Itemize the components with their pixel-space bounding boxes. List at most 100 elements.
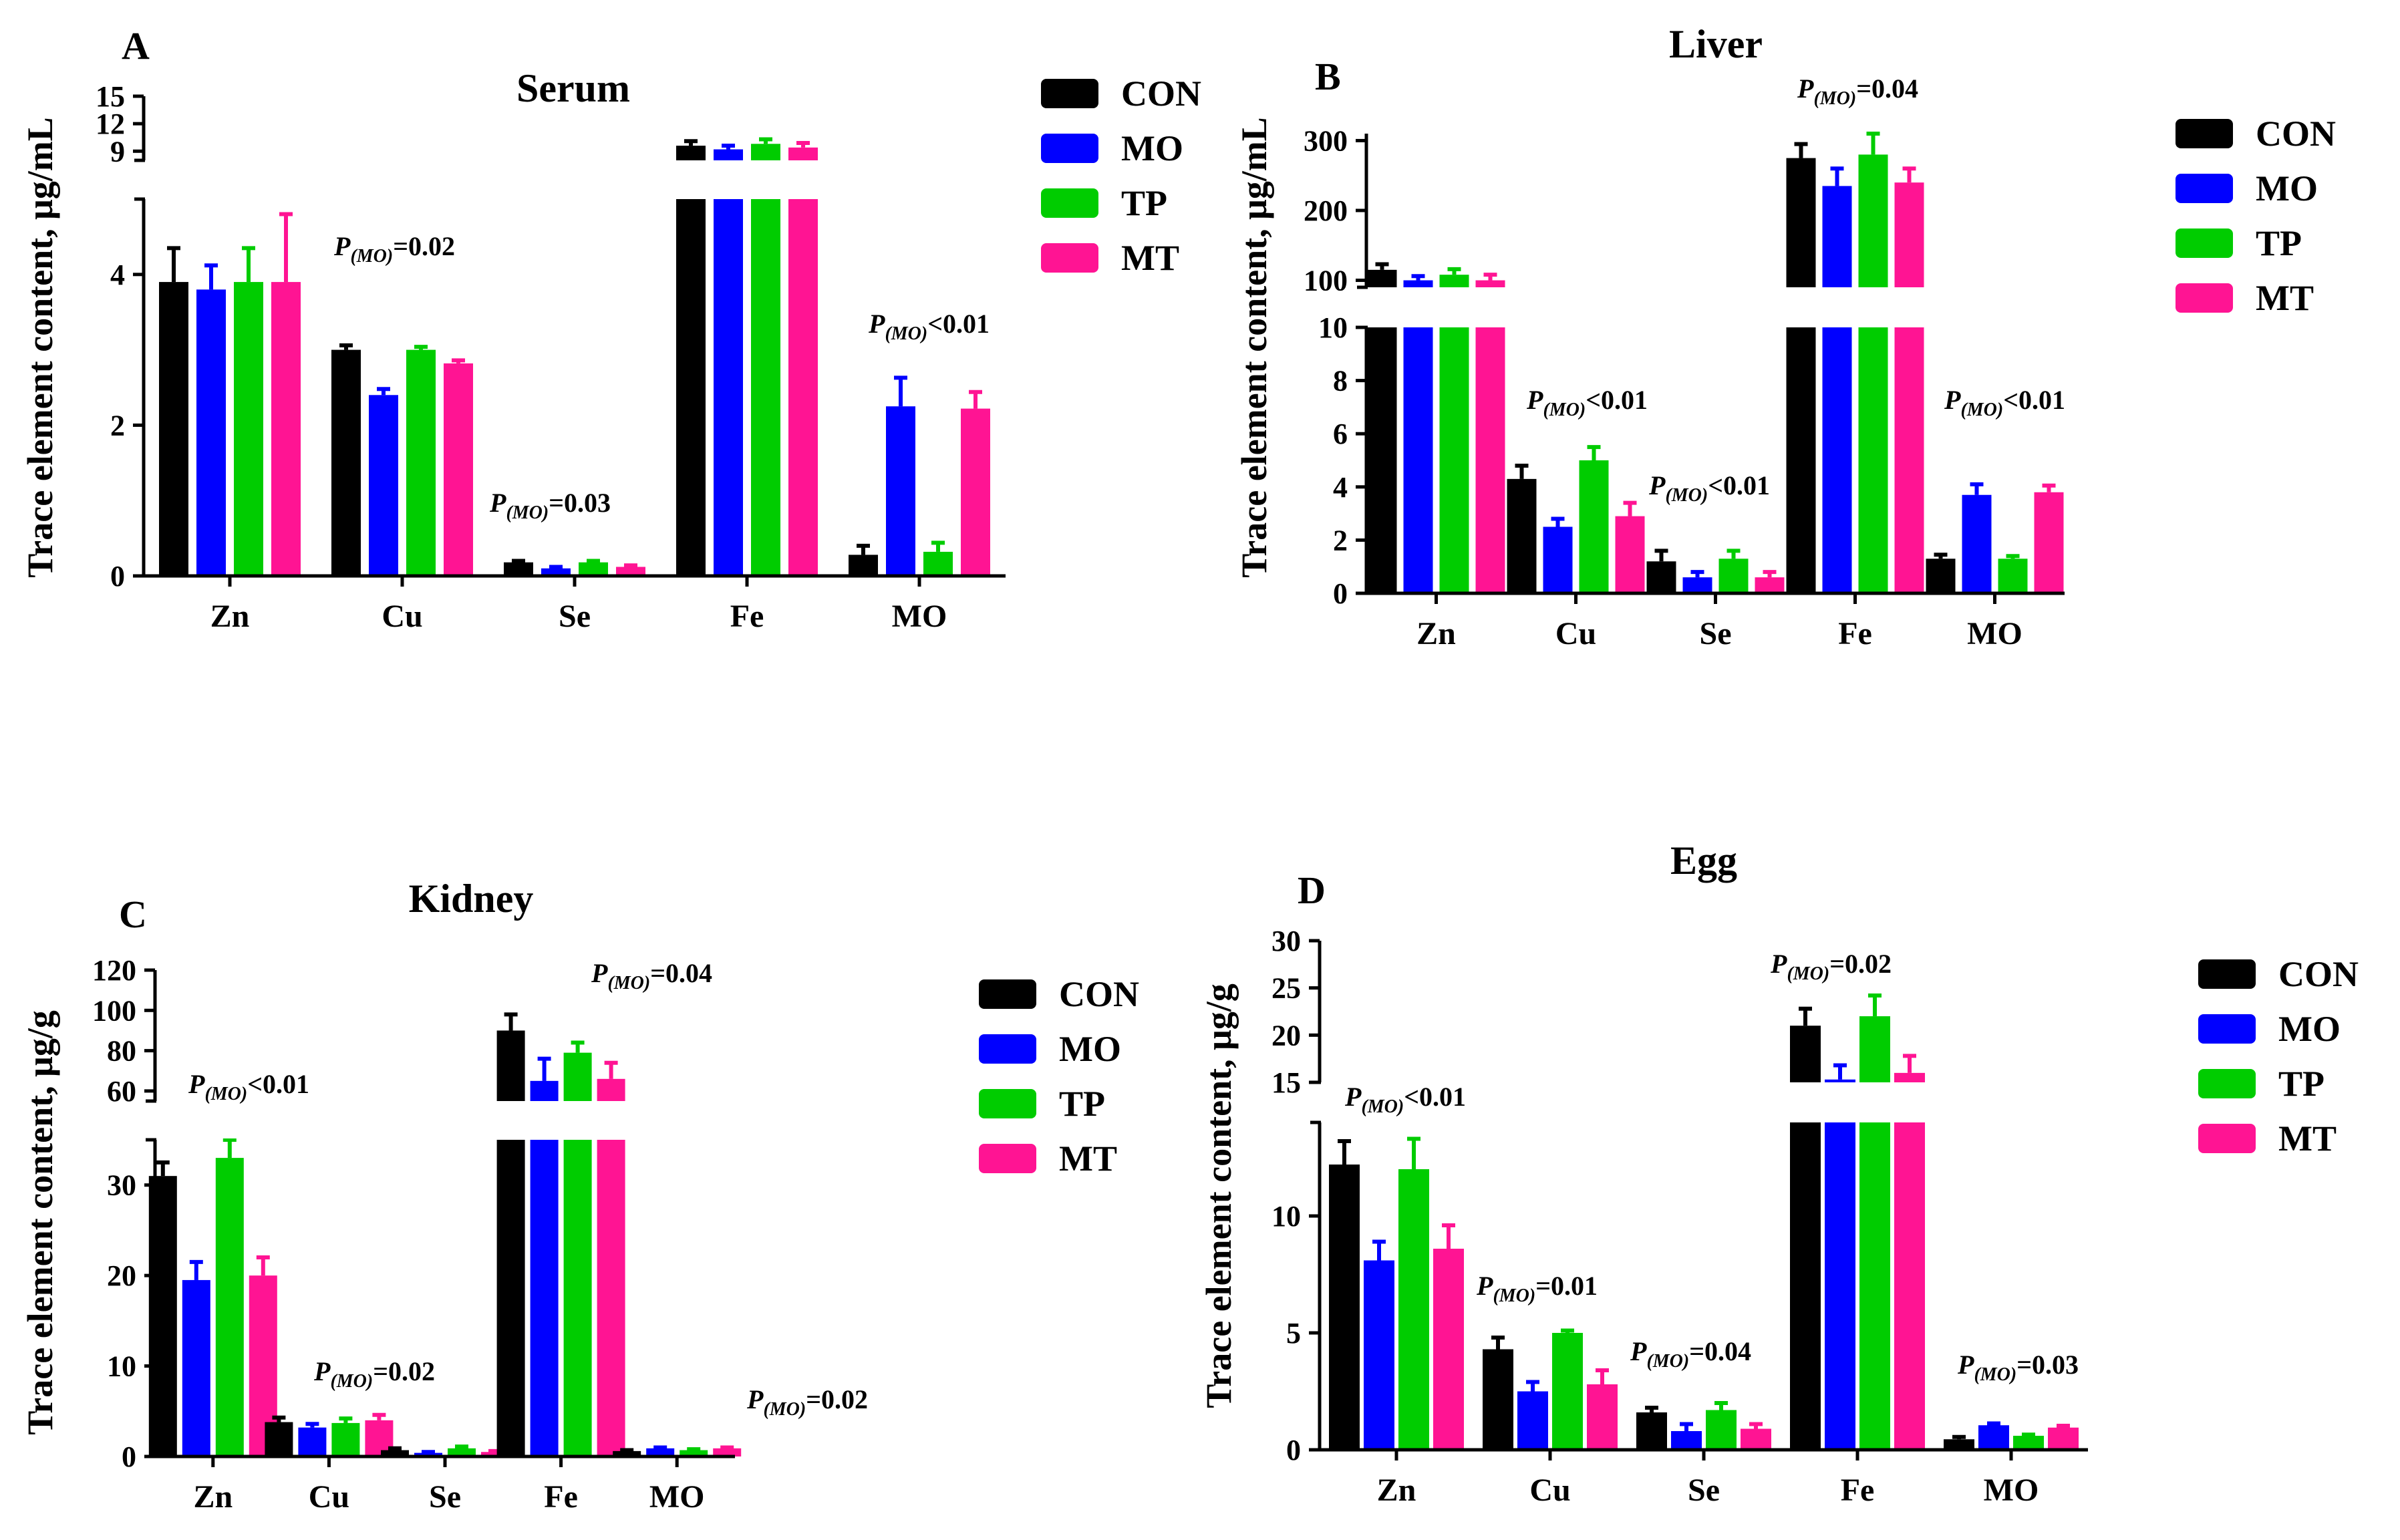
p-value-annotation: P(MO)<0.01 (1648, 470, 1770, 506)
bar-rect (616, 567, 645, 576)
bar-rect (849, 555, 878, 576)
y-tick-label: 12 (96, 108, 125, 140)
bar-rect-lower (1403, 327, 1433, 593)
bar-MO-MT (2034, 483, 2064, 593)
legend-item-CON: CON (979, 974, 1139, 1014)
legend-item-CON: CON (2176, 114, 2336, 154)
legend-swatch (2176, 283, 2233, 313)
y-tick-label: 0 (122, 1440, 136, 1473)
p-value-annotation: P(MO)=0.02 (746, 1384, 868, 1420)
legend-swatch (2176, 228, 2233, 258)
bar-rect (1718, 559, 1749, 593)
bar-Cu-MT (444, 358, 473, 576)
bar-Se-CON (1636, 1406, 1667, 1450)
axis-break-gap (146, 162, 1006, 198)
bar-Zn-MT (1475, 273, 1505, 593)
category-label: Fe (544, 1479, 578, 1515)
bar-Cu-MO (298, 1422, 327, 1456)
panel-D: D Egg Trace element content, μg/g Zn Cu Se Fe M… (1199, 838, 2359, 1508)
panel-B: B Liver Trace element content, μg/mL Zn Cu Se… (1234, 22, 2336, 651)
legend-item-MT: MT (2198, 1118, 2337, 1159)
bar-rect (1646, 561, 1676, 593)
y-tick-label: 9 (110, 135, 125, 168)
bar-rect (541, 568, 571, 576)
bar-Se-TP (448, 1444, 476, 1456)
legend-label: TP (1059, 1084, 1105, 1124)
bar-Zn-MO (1364, 1239, 1394, 1450)
legend-swatch (2176, 174, 2233, 203)
bar-Se-MT (616, 563, 645, 576)
bar-rect-lower (1786, 327, 1816, 593)
legend-swatch (979, 1144, 1036, 1173)
bar-MO-TP (1998, 554, 2028, 593)
bar-rect (1962, 494, 1992, 593)
category-label: Zn (210, 599, 250, 634)
bar-rect (1433, 1249, 1464, 1450)
bar-rect-upper (714, 149, 743, 160)
legend-item-TP: TP (2198, 1064, 2324, 1104)
bar-rect-upper (676, 146, 706, 160)
bar-rect-lower (1825, 1122, 1855, 1450)
legend-item-MO: MO (979, 1029, 1121, 1069)
category-label: Fe (730, 599, 764, 634)
panel-title: Serum (516, 66, 630, 110)
legend-item-MT: MT (2176, 278, 2314, 318)
category-label: MO (649, 1479, 705, 1515)
bar-rect (1671, 1431, 1702, 1450)
p-value-annotation: P(MO)=0.04 (1797, 73, 1918, 109)
bar-Zn-MO (196, 263, 226, 576)
bar-MO-MO (1978, 1421, 2009, 1450)
bar-rect-upper (1367, 269, 1397, 287)
bar-rect-lower (1475, 327, 1505, 593)
bar-rect (613, 1450, 641, 1456)
legend-label: MO (1121, 128, 1183, 168)
legend-swatch (2198, 1124, 2256, 1153)
bar-rect (414, 1452, 442, 1456)
legend-label: TP (2256, 223, 2302, 263)
p-value-annotation: P(MO)=0.03 (1957, 1350, 2079, 1385)
legend-item-MO: MO (2198, 1009, 2341, 1049)
y-tick-label: 300 (1304, 124, 1348, 157)
bar-rect (481, 1452, 509, 1456)
y-tick-label: 4 (110, 259, 125, 291)
bar-rect-upper (788, 147, 818, 160)
bar-rect-upper (751, 144, 780, 160)
p-value-annotation: P(MO)=0.02 (313, 1356, 435, 1392)
bar-Fe-MO (1825, 1063, 1855, 1450)
bar-Fe-MT (1894, 1054, 1925, 1450)
legend-label: CON (2256, 114, 2336, 154)
bar-rect (271, 282, 301, 576)
legend-label: MO (2256, 168, 2318, 208)
bar-rect (961, 408, 990, 576)
bar-MO-MT (2048, 1423, 2079, 1450)
y-tick-label: 30 (1271, 925, 1301, 957)
bar-rect (1755, 577, 1785, 593)
category-label: Fe (1838, 616, 1872, 651)
bar-Cu-CON (331, 343, 361, 576)
legend-swatch (1041, 134, 1098, 163)
legend-swatch (979, 979, 1036, 1009)
bar-rect (923, 551, 953, 576)
bar-rect-upper (597, 1078, 625, 1101)
bar-Fe-MT (788, 140, 818, 576)
panel-A: A Serum Trace element content, μg/mL Zn Cu Se… (20, 24, 1201, 634)
bar-rect-lower (676, 199, 706, 576)
bar-Fe-CON (1786, 142, 1816, 593)
bar-Fe-TP (1859, 993, 1890, 1450)
bar-MO-MO (646, 1445, 675, 1456)
bar-rect-upper (1858, 154, 1888, 287)
legend-swatch (2198, 959, 2256, 989)
bar-Fe-TP (751, 137, 780, 576)
legend-item-TP: TP (2176, 223, 2302, 263)
category-label: MO (892, 599, 947, 634)
bar-Fe-MO (714, 144, 743, 576)
legend-swatch (2198, 1014, 2256, 1044)
legend-swatch (1041, 79, 1098, 108)
panel-letter: D (1298, 869, 1326, 912)
bar-rect (1552, 1333, 1583, 1450)
bar-Cu-MO (369, 387, 398, 576)
bar-rect (148, 1176, 177, 1456)
bar-rect (713, 1448, 742, 1456)
panel-title: Egg (1670, 838, 1737, 883)
bar-Se-MO (414, 1450, 442, 1456)
